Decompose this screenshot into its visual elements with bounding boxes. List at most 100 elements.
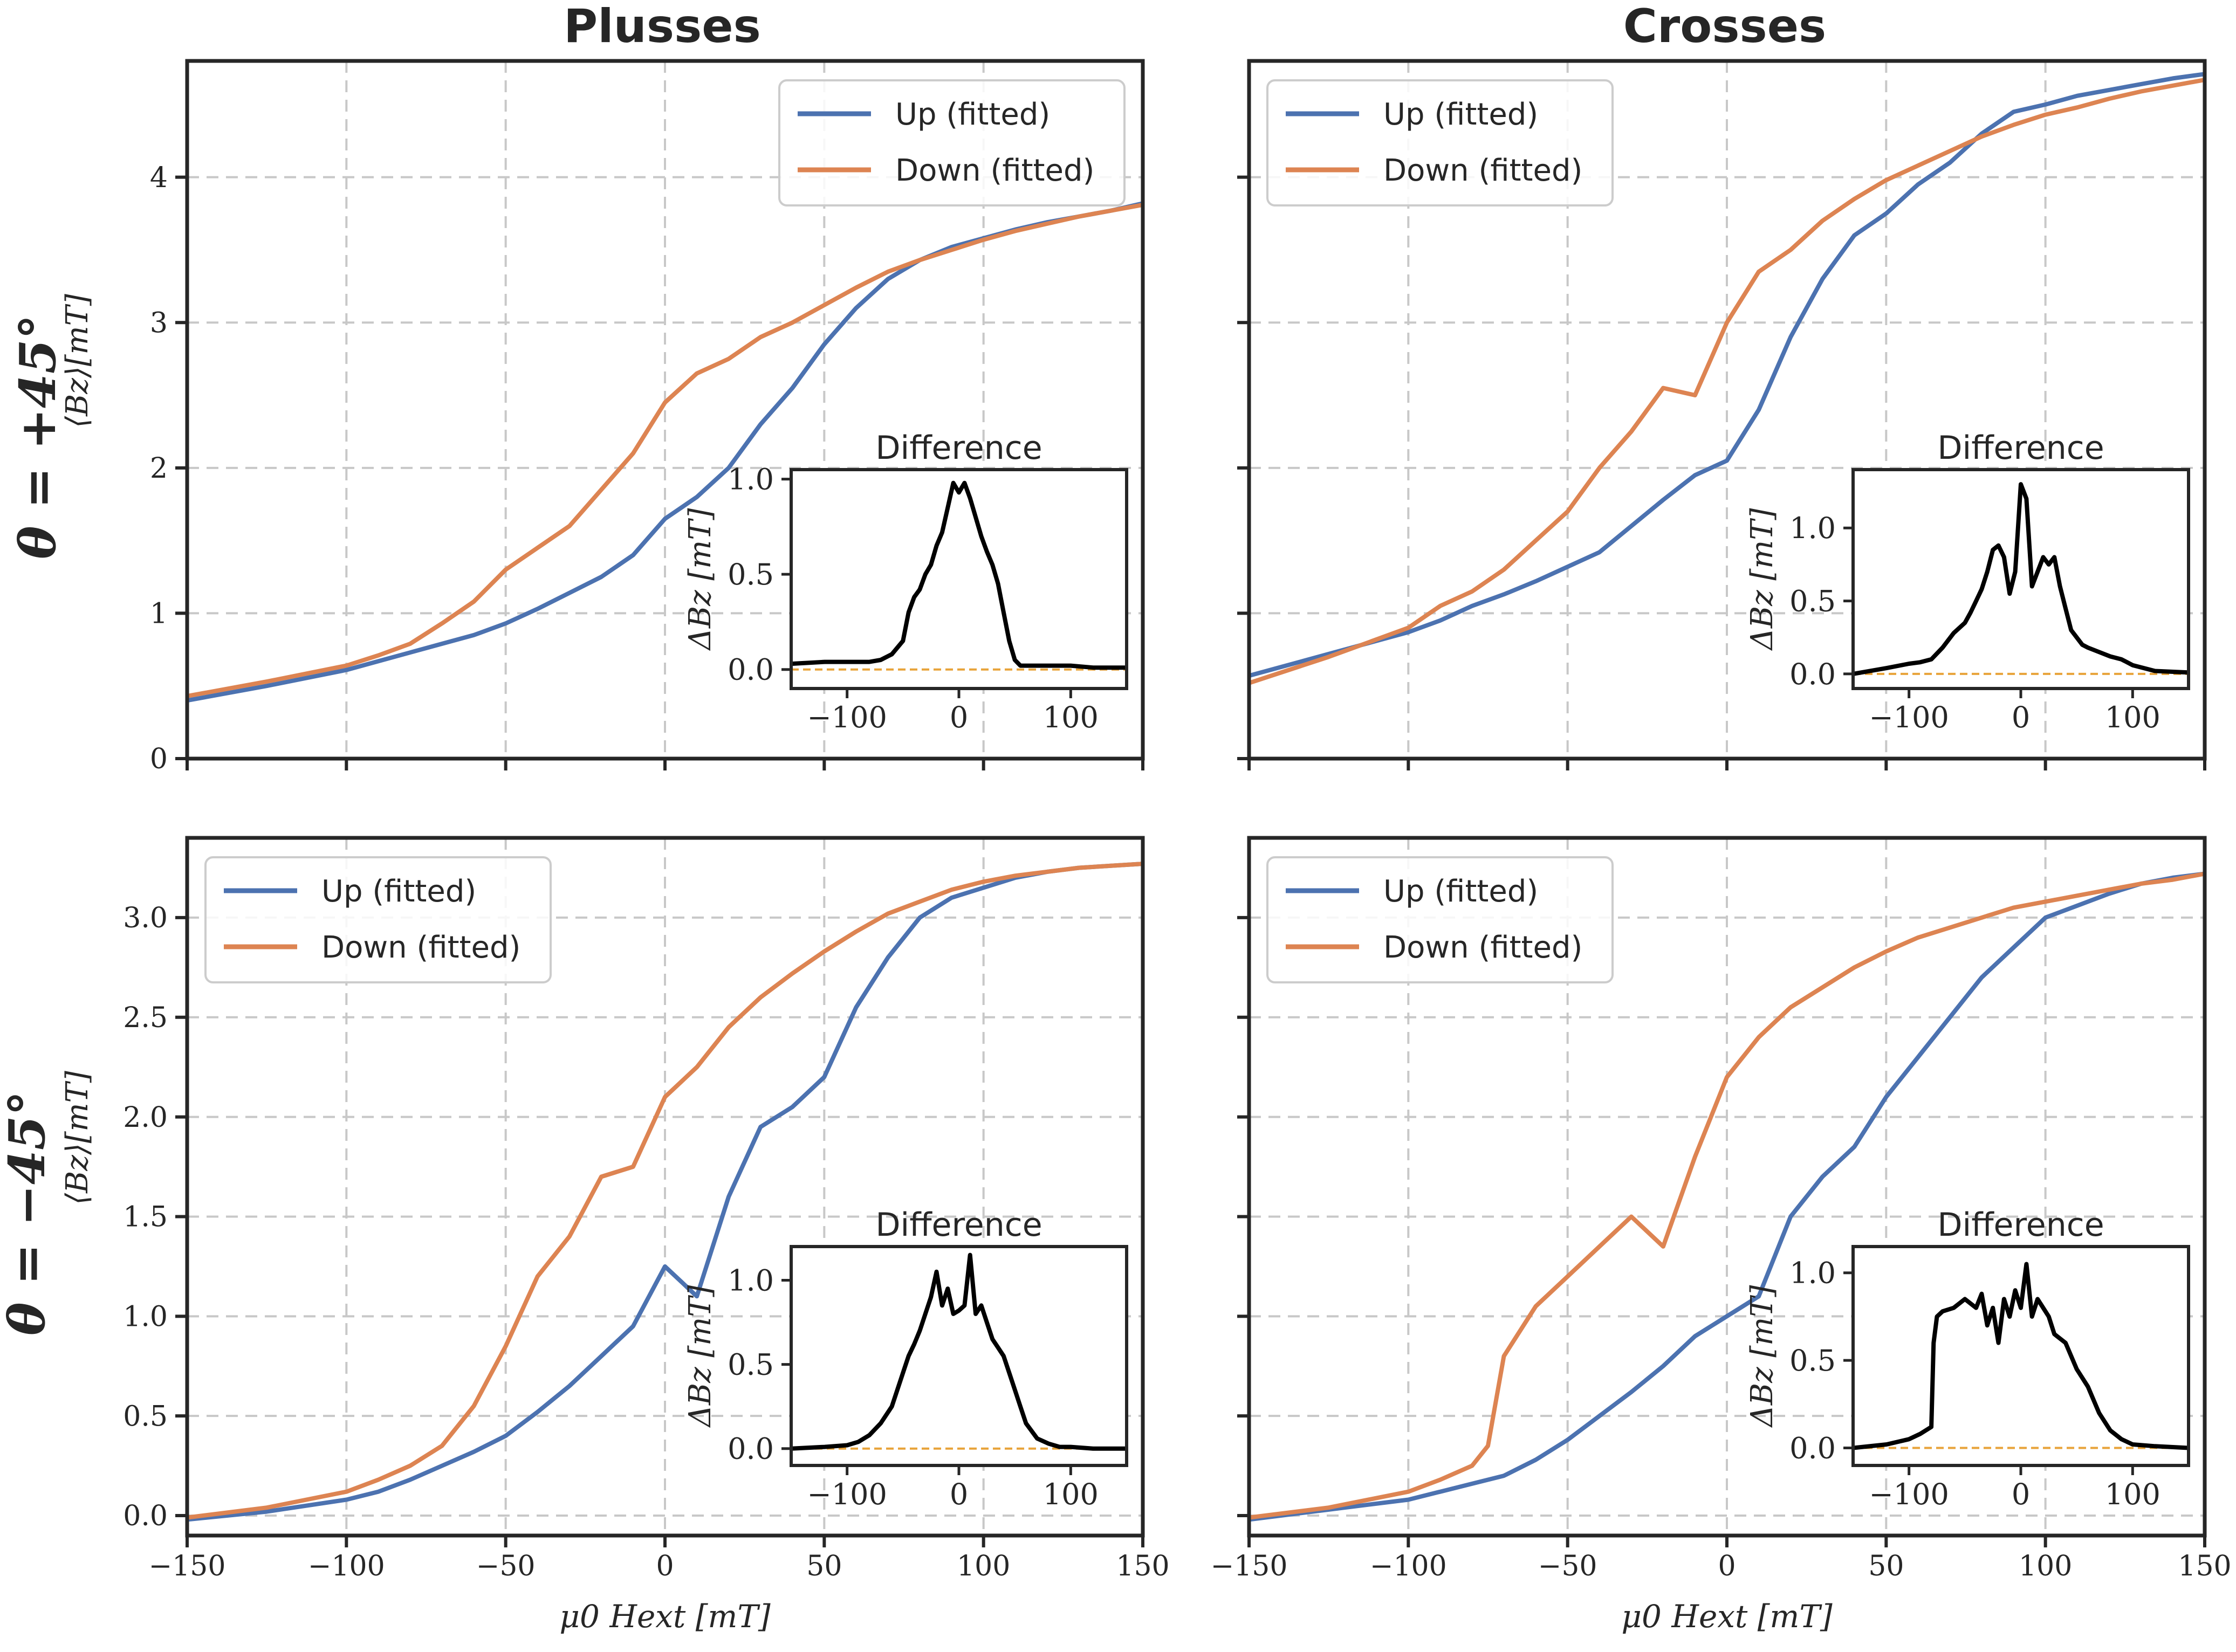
series-line-down	[1249, 78, 2205, 685]
x-tick-label: −50	[1538, 1550, 1597, 1582]
inset-y-tick-label: 0.5	[1789, 1344, 1836, 1378]
column-title-crosses: Crosses	[1623, 0, 1827, 53]
inset-y-tick-label: 1.0	[1789, 511, 1836, 545]
x-tick-label: −150	[149, 1550, 226, 1582]
inset-series-group	[791, 1252, 1127, 1451]
inset-x-tick-label: −100	[1869, 700, 1949, 734]
legend-label-down: Down (fitted)	[895, 153, 1094, 188]
inset-series-group	[1853, 1262, 2189, 1450]
legend: Up (fitted) Down (fitted)	[204, 856, 552, 983]
chart-panel-crosses-minus45: −150 −100 −50 0 50 100 150 μ0 Hext [mT] Up (fitt…	[1211, 836, 2232, 1635]
legend-label-down: Down (fitted)	[1383, 153, 1582, 188]
inset-x-tick-label: 100	[2105, 700, 2160, 734]
inset-y-axis-label: ΔBz [mT]	[683, 508, 718, 651]
series-group	[1249, 871, 2205, 1522]
x-tick-label: −50	[476, 1550, 536, 1582]
y-axis-label: ⟨Bz⟩[mT]	[60, 294, 95, 428]
y-tick-label: 2.0	[123, 1102, 168, 1134]
series-line-up	[1249, 72, 2205, 678]
axes-frame	[185, 59, 1145, 761]
y-tick-label: 0	[150, 743, 168, 775]
series-line-down	[1249, 871, 2205, 1520]
inset-difference: −100 0 100 0.0 0.5 1.0 Difference ΔBz [mT]	[683, 1206, 1128, 1511]
column-title-plusses: Plusses	[564, 0, 761, 53]
legend-label-down: Down (fitted)	[321, 930, 520, 965]
y-tick-label: 1.0	[123, 1301, 168, 1333]
inset-title: Difference	[875, 429, 1042, 467]
inset-x-tick-label: 100	[1043, 700, 1099, 734]
inset-y-tick-label: 0.5	[728, 557, 774, 591]
chart-panel-plusses-plus45: 0 1 2 3 4 ⟨Bz⟩[mT] Up (fitted) Down (fitted) −10…	[60, 59, 1145, 775]
inset-difference: −100 0 100 0.0 0.5 1.0 Difference ΔBz [mT]	[683, 429, 1128, 734]
row-title-plus45: θ = +45°	[9, 314, 67, 559]
inset-series-group	[791, 480, 1127, 671]
inset-x-tick-label: 0	[950, 700, 968, 734]
inset-x-tick-label: 100	[1043, 1477, 1099, 1511]
y-axis-label: ⟨Bz⟩[mT]	[60, 1071, 95, 1205]
inset-title: Difference	[1937, 1206, 2104, 1244]
inset-frame	[790, 468, 1128, 690]
chart-panel-crosses-plus45: Up (fitted) Down (fitted) −100 0 100 0.0 0.5 1.…	[1237, 59, 2207, 770]
legend-label-up: Up (fitted)	[1383, 874, 1538, 909]
y-tick-label: 3	[150, 307, 168, 339]
legend: Up (fitted) Down (fitted)	[1266, 856, 1614, 983]
x-tick-label: 0	[656, 1550, 674, 1582]
x-tick-label: 0	[1718, 1550, 1736, 1582]
x-tick-label: −100	[1370, 1550, 1447, 1582]
inset-title: Difference	[875, 1206, 1042, 1244]
legend-label-down: Down (fitted)	[1383, 930, 1582, 965]
x-tick-label: 50	[806, 1550, 842, 1582]
inset-y-tick-label: 1.0	[1789, 1256, 1836, 1290]
x-axis-label: μ0 Hext [mT]	[1621, 1598, 1833, 1635]
inset-x-tick-label: −100	[1869, 1477, 1949, 1511]
inset-y-tick-label: 0.5	[1789, 584, 1836, 618]
inset-background	[1853, 1247, 2189, 1465]
row-title-minus45: θ = −45°	[0, 1091, 56, 1336]
inset-x-tick-label: 0	[2012, 1477, 2030, 1511]
series-group	[187, 862, 1143, 1522]
series-line-down	[187, 202, 1143, 699]
x-tick-label: 150	[1116, 1550, 1169, 1582]
inset-difference: −100 0 100 0.0 0.5 1.0 Difference ΔBz [mT]	[1745, 429, 2190, 734]
chart-panel-plusses-minus45: −150 −100 −50 0 50 100 150 0.0 0.5 1.0 1.5 2.0 2.5 3.…	[60, 836, 1170, 1635]
x-tick-label: 150	[2178, 1550, 2231, 1582]
inset-y-axis-label: ΔBz [mT]	[1745, 508, 1780, 651]
series-line-up	[187, 862, 1143, 1522]
inset-x-tick-label: −100	[807, 1477, 887, 1511]
y-tick-label: 1.5	[123, 1201, 168, 1234]
inset-y-tick-label: 1.0	[728, 463, 774, 497]
x-tick-label: −150	[1211, 1550, 1288, 1582]
x-axis-label: μ0 Hext [mT]	[559, 1598, 771, 1635]
inset-x-tick-label: 0	[2012, 700, 2030, 734]
y-tick-label: 2.5	[123, 1002, 168, 1034]
inset-y-tick-label: 0.0	[728, 1432, 774, 1466]
x-tick-label: 100	[957, 1550, 1010, 1582]
series-group	[1249, 72, 2205, 685]
inset-difference-line	[1853, 1262, 2189, 1450]
inset-y-tick-label: 0.5	[728, 1348, 774, 1382]
y-tick-label: 1	[150, 598, 168, 630]
inset-title: Difference	[1937, 429, 2104, 467]
legend: Up (fitted) Down (fitted)	[778, 79, 1126, 206]
series-group	[187, 201, 1143, 703]
legend-label-up: Up (fitted)	[321, 874, 476, 909]
inset-background	[791, 470, 1127, 689]
axes-frame	[1247, 836, 2207, 1538]
inset-y-tick-label: 0.0	[1789, 1431, 1836, 1465]
inset-x-tick-label: 0	[950, 1477, 968, 1511]
x-tick-label: −100	[308, 1550, 385, 1582]
legend: Up (fitted) Down (fitted)	[1266, 79, 1614, 206]
axes-frame	[185, 836, 1145, 1538]
legend-label-up: Up (fitted)	[1383, 97, 1538, 132]
y-tick-label: 2	[150, 452, 168, 485]
inset-difference-line	[791, 1252, 1127, 1451]
x-tick-label: 100	[2019, 1550, 2072, 1582]
y-tick-label: 3.0	[123, 902, 168, 934]
inset-y-tick-label: 0.0	[1789, 657, 1836, 691]
inset-y-axis-label: ΔBz [mT]	[683, 1285, 718, 1428]
inset-difference-line	[1853, 482, 2189, 676]
inset-y-tick-label: 0.0	[728, 653, 774, 687]
y-tick-label: 0.5	[123, 1400, 168, 1433]
inset-difference: −100 0 100 0.0 0.5 1.0 Difference ΔBz [mT]	[1745, 1206, 2190, 1511]
